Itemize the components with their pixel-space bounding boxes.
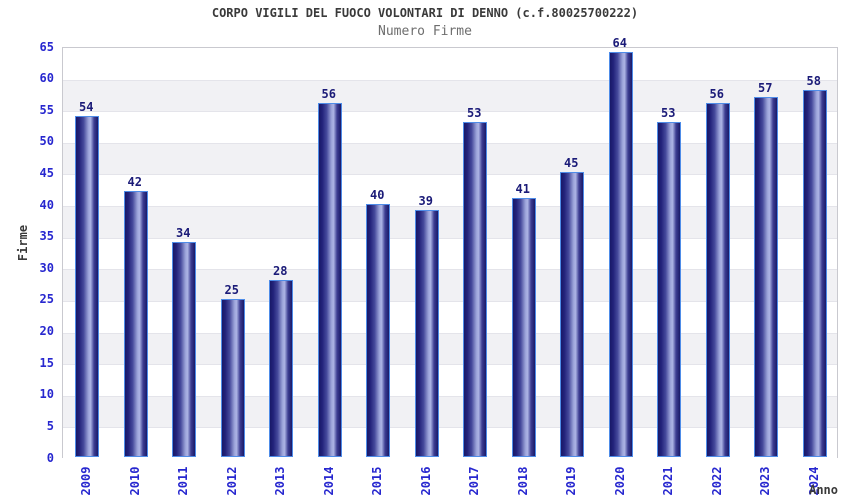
bar-value-label: 53	[661, 106, 676, 120]
x-tick-label: 2020	[612, 466, 627, 496]
x-tick-label: 2014	[321, 466, 336, 496]
x-tick-label: 2022	[709, 466, 724, 496]
y-tick-label: 15	[39, 355, 54, 370]
grid-line	[63, 269, 837, 271]
y-tick-label: 0	[46, 450, 54, 465]
bar-value-label: 54	[79, 100, 94, 114]
bar-value-label: 45	[564, 156, 579, 170]
chart-subtitle: Numero Firme	[378, 24, 472, 39]
grid-line	[63, 300, 837, 302]
grid-line	[63, 427, 837, 429]
y-tick-label: 35	[39, 229, 54, 244]
y-tick-label: 40	[39, 197, 54, 212]
x-tick-label: 2015	[370, 466, 385, 496]
grid-line	[63, 364, 837, 366]
grid-line	[63, 206, 837, 208]
bar	[754, 97, 779, 457]
y-tick-label: 20	[39, 324, 54, 339]
bar-value-label: 42	[127, 175, 142, 189]
x-axis-title: Anno	[809, 483, 838, 497]
bar	[317, 103, 342, 457]
y-tick-label: 45	[39, 165, 54, 180]
grid-line	[63, 332, 837, 334]
bar-value-label: 53	[467, 106, 482, 120]
bar	[657, 122, 682, 457]
y-tick-label: 60	[39, 71, 54, 86]
bar	[705, 103, 730, 457]
x-tick-label: 2017	[467, 466, 482, 496]
bar-value-label: 57	[758, 81, 773, 95]
bar-value-label: 41	[515, 182, 530, 196]
x-tick-label: 2018	[515, 466, 530, 496]
y-tick-label: 5	[46, 418, 54, 433]
bar	[802, 90, 827, 457]
grid-line	[63, 111, 837, 113]
bar-value-label: 58	[806, 74, 821, 88]
x-tick-label: 2012	[224, 466, 239, 496]
x-tick-label: 2016	[418, 466, 433, 496]
chart-title: CORPO VIGILI DEL FUOCO VOLONTARI DI DENN…	[211, 6, 639, 20]
grid-line	[63, 142, 837, 144]
bar	[511, 198, 536, 457]
y-tick-label: 65	[39, 39, 54, 54]
grid-line	[63, 174, 837, 176]
grid-line	[63, 79, 837, 81]
bar-value-label: 25	[224, 283, 239, 297]
plot-area	[62, 47, 838, 459]
bar-value-label: 34	[176, 226, 191, 240]
bar-value-label: 56	[321, 87, 336, 101]
x-tick-label: 2011	[176, 466, 191, 496]
y-tick-label: 55	[39, 102, 54, 117]
x-tick-label: 2021	[661, 466, 676, 496]
grid-band	[63, 48, 837, 80]
bar	[560, 172, 585, 457]
grid-line	[63, 395, 837, 397]
x-tick-label: 2023	[758, 466, 773, 496]
x-tick-label: 2009	[79, 466, 94, 496]
bar-value-label: 56	[709, 87, 724, 101]
bar	[366, 204, 391, 457]
bar	[269, 280, 294, 457]
bar	[75, 116, 100, 457]
x-tick-label: 2019	[564, 466, 579, 496]
grid-line	[63, 237, 837, 239]
bar	[414, 210, 439, 457]
x-tick-label: 2010	[127, 466, 142, 496]
y-tick-label: 25	[39, 292, 54, 307]
x-tick-label: 2013	[273, 466, 288, 496]
bar	[172, 242, 197, 457]
bar	[220, 299, 245, 457]
y-tick-label: 50	[39, 134, 54, 149]
y-tick-label: 30	[39, 260, 54, 275]
y-tick-label: 10	[39, 387, 54, 402]
bar	[463, 122, 488, 457]
bar	[608, 52, 633, 457]
bar-value-label: 40	[370, 188, 385, 202]
bar	[123, 191, 148, 457]
bar-value-label: 64	[612, 36, 627, 50]
bar-value-label: 28	[273, 264, 288, 278]
bar-value-label: 39	[418, 194, 433, 208]
